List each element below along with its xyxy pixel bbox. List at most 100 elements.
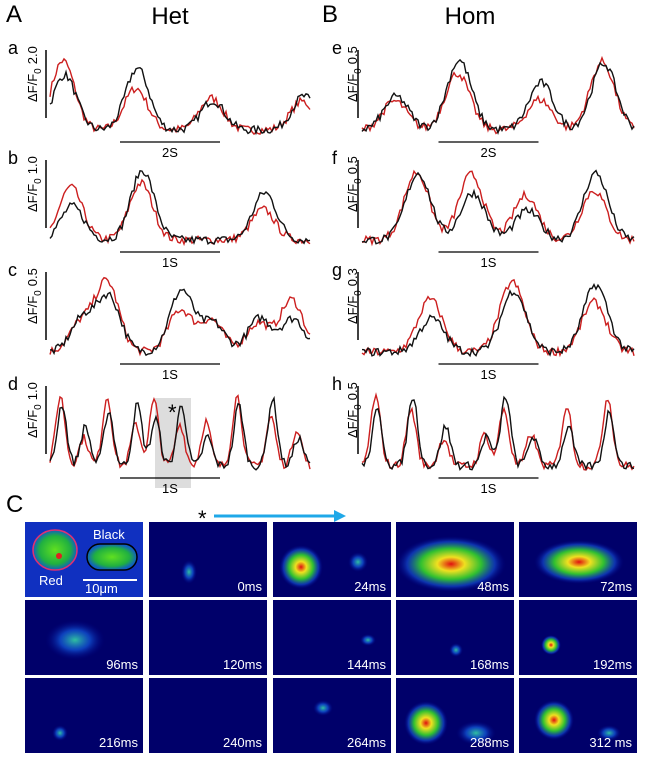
image-tile	[149, 600, 267, 675]
trace	[49, 178, 311, 247]
trace	[361, 395, 635, 471]
panel-letter: B	[322, 1, 338, 28]
image-tile	[149, 522, 267, 597]
y-label: ΔF/F0 1.0	[25, 156, 44, 212]
signal-blob	[597, 725, 621, 741]
y-label-scale: 2.0	[25, 46, 40, 64]
time-stamp: 264ms	[347, 735, 387, 750]
time-stamp: 144ms	[347, 657, 387, 672]
signal-blob	[181, 560, 197, 584]
panel-letter: d	[8, 374, 18, 394]
time-stamp: 192ms	[593, 657, 633, 672]
panel-letter: f	[332, 148, 338, 168]
time-stamp: 288ms	[470, 735, 510, 750]
trace	[361, 55, 635, 135]
signal-blob	[449, 643, 463, 657]
trace	[49, 57, 311, 136]
trace	[361, 278, 635, 358]
signal-blob	[360, 634, 376, 646]
y-label-scale: 0.5	[25, 268, 40, 286]
time-label: 2S	[162, 145, 178, 160]
trace	[361, 282, 635, 358]
time-stamp: 48ms	[477, 579, 509, 594]
time-stamp: 168ms	[470, 657, 510, 672]
image-tile	[396, 600, 514, 675]
y-label-scale: 1.0	[25, 382, 40, 400]
trace	[49, 288, 311, 357]
cell-label: Red	[39, 573, 63, 588]
signal-blob	[313, 700, 333, 716]
y-label-text: ΔF/F	[345, 184, 360, 212]
time-label: 1S	[481, 255, 497, 270]
panel-letter: b	[8, 148, 18, 168]
y-label: ΔF/F00.5	[345, 156, 364, 212]
hotspot	[56, 553, 62, 559]
image-tile	[519, 600, 637, 675]
y-label-sub: 0	[33, 68, 44, 74]
trace	[49, 170, 311, 246]
time-label: 1S	[162, 481, 178, 496]
signal-blob	[52, 725, 68, 741]
time-label: 1S	[481, 367, 497, 382]
y-label: ΔF/F00.3	[345, 268, 364, 324]
start-mark: *	[198, 506, 207, 531]
y-label-text: ΔF/F	[25, 74, 40, 102]
y-label-sub: 0	[33, 290, 44, 296]
y-label-scale: 0.5	[345, 46, 360, 64]
trace	[49, 395, 311, 471]
panel-letter: c	[8, 260, 17, 280]
panel-letter: a	[8, 38, 19, 58]
trace-mark: *	[168, 400, 177, 425]
time-stamp: 96ms	[106, 657, 138, 672]
panel-letter: C	[6, 491, 23, 518]
y-label-text: ΔF/F	[345, 410, 360, 438]
y-label-scale: 0.3	[345, 268, 360, 286]
signal-blob	[541, 635, 561, 655]
trace	[361, 169, 635, 245]
panel-letter: g	[332, 260, 342, 280]
y-label: ΔF/F00.5	[345, 46, 364, 102]
column-title: Het	[151, 3, 189, 30]
time-label: 1S	[162, 367, 178, 382]
y-label-text: ΔF/F	[25, 296, 40, 324]
image-tile	[25, 678, 143, 753]
y-label-sub: 0	[33, 178, 44, 184]
y-label: ΔF/F0 1.0	[25, 382, 44, 438]
time-stamp: 240ms	[223, 735, 263, 750]
time-label: 2S	[481, 145, 497, 160]
panel-letter: e	[332, 38, 342, 58]
signal-blob	[456, 721, 496, 745]
time-label: 1S	[481, 481, 497, 496]
y-label-text: ΔF/F	[345, 74, 360, 102]
cell-label: Black	[93, 527, 125, 542]
y-label: ΔF/F00.5	[345, 382, 364, 438]
time-label: 1S	[162, 255, 178, 270]
scale-label: 10μm	[85, 581, 118, 596]
time-stamp: 120ms	[223, 657, 263, 672]
y-label-text: ΔF/F	[25, 410, 40, 438]
signal-blob	[45, 620, 105, 660]
time-stamp: 72ms	[600, 579, 632, 594]
y-label-scale: 1.0	[25, 156, 40, 174]
time-stamp: 24ms	[354, 579, 386, 594]
signal-blob	[348, 552, 368, 572]
time-stamp: 0ms	[237, 579, 262, 594]
image-tile	[273, 678, 391, 753]
y-label-scale: 0.5	[345, 382, 360, 400]
trace	[49, 276, 311, 357]
signal-blob	[404, 701, 448, 745]
y-label: ΔF/F0 2.0	[25, 46, 44, 102]
y-label-text: ΔF/F	[25, 184, 40, 212]
y-label-text: ΔF/F	[345, 296, 360, 324]
y-label-scale: 0.5	[345, 156, 360, 174]
column-title: Hom	[445, 3, 496, 30]
y-label-sub: 0	[33, 404, 44, 410]
signal-blob	[279, 545, 323, 589]
signal-blob	[534, 540, 624, 584]
y-label: ΔF/F0 0.5	[25, 268, 44, 324]
signal-blob	[534, 700, 574, 740]
panel-letter: A	[6, 1, 22, 28]
panel-letter: h	[332, 374, 342, 394]
signal-blob	[396, 536, 506, 592]
